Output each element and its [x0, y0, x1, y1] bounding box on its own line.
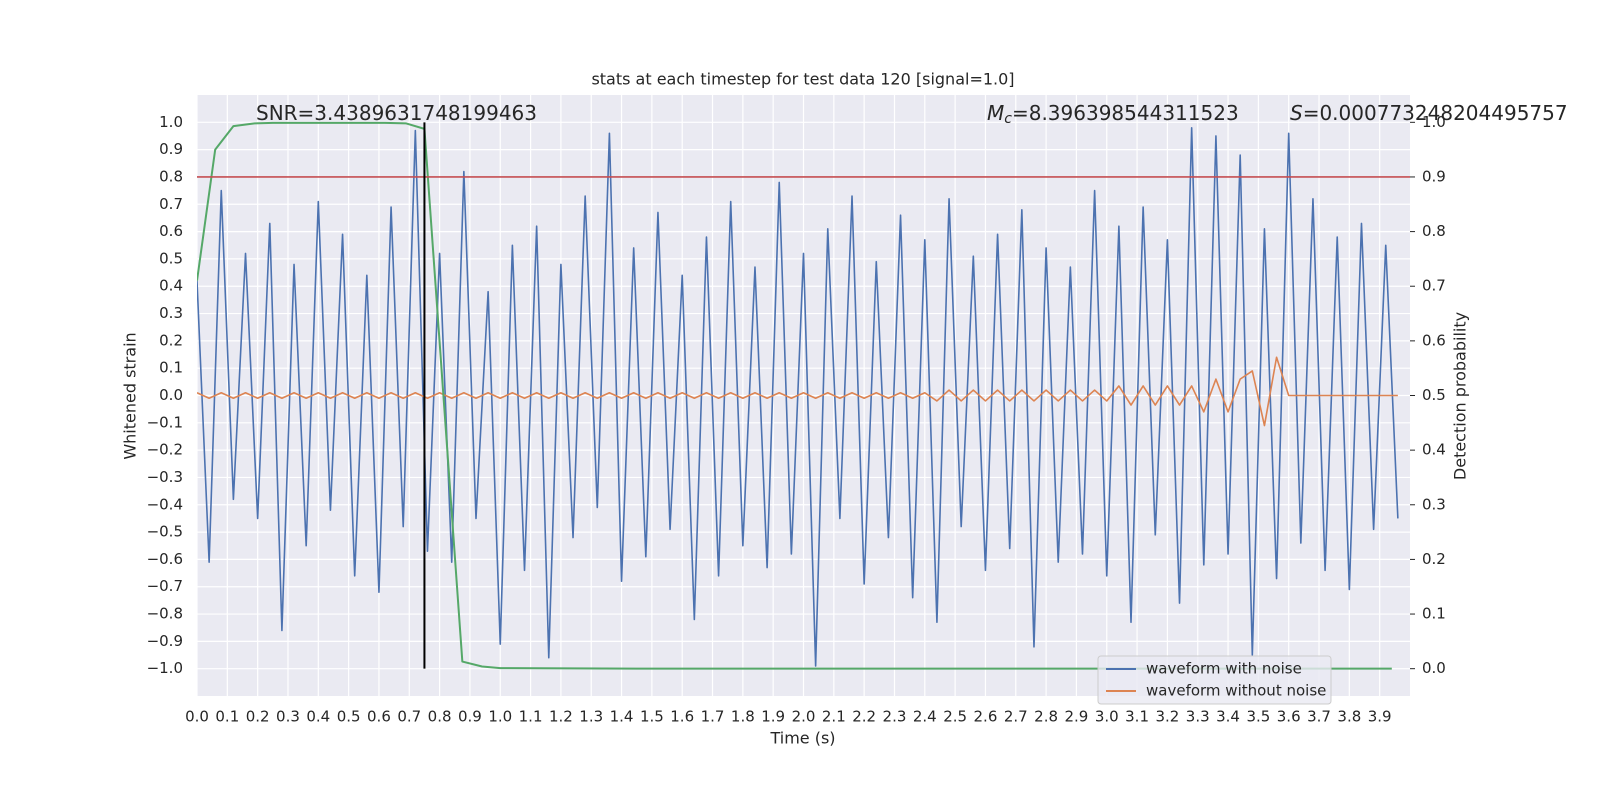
legend-label: waveform without noise [1146, 682, 1326, 700]
x-tick-label: 3.7 [1307, 708, 1331, 726]
y-axis-label: Whitened strain [121, 332, 140, 459]
annotation: S=0.000773248204495757 [1290, 101, 1568, 125]
y-tick-label: −0.8 [147, 605, 183, 623]
annotation-text: =0.000773248204495757 [1303, 101, 1568, 125]
annotation: Mc=8.396398544311523 [987, 101, 1239, 128]
x-tick-label: 3.6 [1277, 708, 1301, 726]
x-tick-label: 3.9 [1368, 708, 1392, 726]
y2-tick-label: 0.0 [1422, 659, 1446, 677]
x-tick-label: 2.5 [943, 708, 967, 726]
y-tick-label: −0.1 [147, 413, 183, 431]
annotation: SNR=3.4389631748199463 [256, 101, 537, 125]
x-tick-label: 0.7 [397, 708, 421, 726]
y2-tick-label: 0.7 [1422, 277, 1446, 295]
x-tick-label: 2.2 [852, 708, 876, 726]
x-tick-label: 3.2 [1155, 708, 1179, 726]
x-tick-label: 1.7 [701, 708, 725, 726]
x-tick-label: 0.3 [276, 708, 300, 726]
x-tick-label: 2.3 [883, 708, 907, 726]
y-tick-label: 0.2 [159, 331, 183, 349]
y-tick-label: −0.6 [147, 550, 183, 568]
x-tick-label: 2.4 [913, 708, 937, 726]
y-tick-label: −0.9 [147, 632, 183, 650]
x-tick-label: 2.7 [1004, 708, 1028, 726]
y-tick-label: −0.4 [147, 495, 183, 513]
x-tick-label: 1.2 [549, 708, 573, 726]
y-tick-label: 0.5 [159, 249, 183, 267]
y2-tick-label: 0.8 [1422, 222, 1446, 240]
y2-tick-label: 0.6 [1422, 331, 1446, 349]
annotation-subscript: c [1004, 111, 1012, 127]
y-tick-label: −0.3 [147, 468, 183, 486]
series-line [197, 356, 1398, 427]
x-tick-label: 3.1 [1125, 708, 1149, 726]
y-tick-label: 0.1 [159, 359, 183, 377]
x-tick-label: 3.8 [1337, 708, 1361, 726]
annotation-symbol: M [987, 101, 1004, 125]
x-tick-label: 2.6 [974, 708, 998, 726]
x-tick-label: 0.1 [215, 708, 239, 726]
y-tick-label: −1.0 [147, 659, 183, 677]
y-tick-label: 0.8 [159, 167, 183, 185]
y-tick-label: 0.7 [159, 195, 183, 213]
x-tick-label: 0.5 [337, 708, 361, 726]
x-tick-label: 1.6 [670, 708, 694, 726]
legend-box [1097, 655, 1332, 705]
y2-tick-label: 1.0 [1422, 113, 1446, 131]
x-tick-label: 3.4 [1216, 708, 1240, 726]
x-tick-label: 1.4 [610, 708, 634, 726]
x-tick-label: 1.1 [519, 708, 543, 726]
y2-tick-label: 0.2 [1422, 550, 1446, 568]
y-tick-label: 1.0 [159, 113, 183, 131]
chart-title: stats at each timestep for test data 120… [591, 70, 1014, 89]
y2-axis-label: Detection probability [1451, 312, 1470, 480]
x-axis-label: Time (s) [769, 729, 835, 748]
x-tick-label: 0.0 [185, 708, 209, 726]
series-line [197, 126, 1399, 667]
x-tick-label: 1.9 [761, 708, 785, 726]
series-line [197, 121, 1392, 670]
y-tick-label: 0.4 [159, 277, 183, 295]
y-tick-label: 0.0 [159, 386, 183, 404]
y-tick-label: 0.3 [159, 304, 183, 322]
annotation-symbol: S [1290, 101, 1303, 125]
x-tick-label: 3.3 [1186, 708, 1210, 726]
y2-tick-label: 0.9 [1422, 167, 1446, 185]
x-tick-label: 2.0 [792, 708, 816, 726]
y2-tick-label: 0.3 [1422, 495, 1446, 513]
x-tick-label: 0.4 [306, 708, 330, 726]
x-tick-label: 0.9 [458, 708, 482, 726]
y-tick-label: −0.5 [147, 523, 183, 541]
x-tick-label: 0.8 [428, 708, 452, 726]
x-tick-label: 1.3 [579, 708, 603, 726]
y2-tick-label: 0.5 [1422, 386, 1446, 404]
y-tick-label: −0.2 [147, 441, 183, 459]
x-tick-label: 1.5 [640, 708, 664, 726]
x-tick-label: 2.9 [1064, 708, 1088, 726]
x-tick-label: 1.0 [488, 708, 512, 726]
x-tick-label: 3.5 [1246, 708, 1270, 726]
y-tick-label: 0.9 [159, 140, 183, 158]
y-tick-label: 0.6 [159, 222, 183, 240]
annotation-text: =8.396398544311523 [1012, 101, 1239, 125]
y-tick-label: −0.7 [147, 577, 183, 595]
x-tick-label: 1.8 [731, 708, 755, 726]
legend-label: waveform with noise [1146, 660, 1302, 678]
x-tick-label: 2.8 [1034, 708, 1058, 726]
y2-tick-label: 0.4 [1422, 441, 1446, 459]
x-tick-label: 0.6 [367, 708, 391, 726]
annotation-text: SNR=3.4389631748199463 [256, 101, 537, 125]
x-tick-label: 3.0 [1095, 708, 1119, 726]
y2-tick-label: 0.1 [1422, 605, 1446, 623]
x-tick-label: 0.2 [246, 708, 270, 726]
x-tick-label: 2.1 [822, 708, 846, 726]
